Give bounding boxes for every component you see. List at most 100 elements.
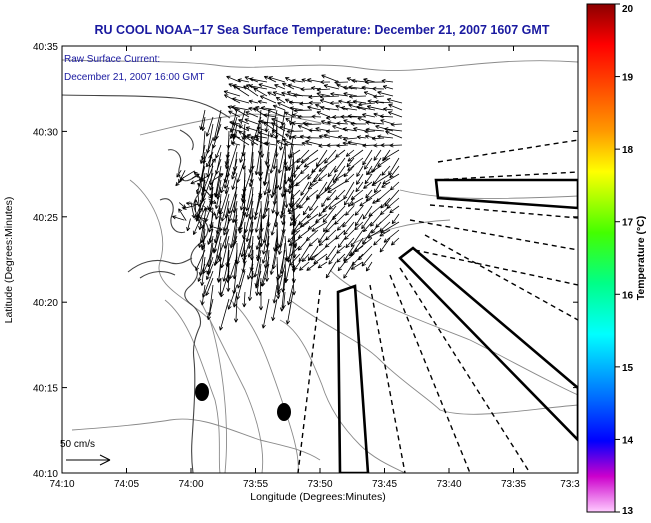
current-vector (327, 181, 337, 190)
current-vector (300, 87, 313, 92)
current-vector (356, 165, 364, 177)
current-vector (281, 291, 286, 309)
current-vector (374, 181, 382, 194)
current-vector (367, 229, 382, 239)
current-vector (300, 181, 310, 196)
current-vector (343, 261, 355, 279)
current-vector (354, 221, 364, 231)
current-vector (267, 91, 277, 97)
current-vector (292, 113, 304, 118)
current-vector (228, 110, 241, 118)
current-vector (258, 83, 277, 90)
x-axis-label: Longitude (Degrees:Minutes) (250, 491, 385, 503)
colorbar-ticks: 20 19 18 17 16 15 14 13 (615, 3, 634, 517)
current-vector (371, 173, 391, 186)
current-vector (308, 128, 322, 133)
current-vector (288, 149, 301, 158)
current-vector (231, 105, 250, 111)
current-vector (343, 119, 358, 125)
current-vector (263, 75, 277, 83)
x-tick-label: 73:55 (243, 479, 268, 490)
current-vector (248, 84, 268, 90)
current-vector (361, 213, 373, 230)
current-vector (348, 94, 367, 99)
current-vector (364, 173, 373, 185)
current-vector (220, 193, 230, 222)
current-vector (205, 116, 214, 137)
current-vector (236, 270, 246, 300)
current-vector (272, 104, 286, 111)
current-vector (371, 221, 382, 234)
current-vector (305, 139, 322, 146)
colorbar-tick-label: 18 (622, 145, 634, 156)
current-vector (319, 99, 331, 104)
current-vector (323, 133, 340, 139)
colorbar-tick-label: 13 (622, 506, 634, 517)
current-vector (228, 256, 238, 280)
current-vector (350, 261, 364, 270)
current-vector (277, 144, 286, 174)
current-vector (330, 92, 349, 97)
current-vector (377, 90, 394, 97)
current-vector (245, 126, 259, 132)
current-vector (311, 221, 328, 232)
current-vector (318, 134, 331, 139)
current-vector (207, 214, 214, 233)
current-vector (178, 170, 186, 184)
current-vector (231, 165, 238, 180)
current-vector (381, 165, 391, 176)
current-vector (345, 205, 355, 216)
current-vector (334, 157, 346, 173)
current-vector (350, 197, 364, 206)
current-vector (343, 221, 355, 236)
current-vector (209, 158, 216, 168)
current-vector (336, 221, 346, 231)
current-vector (205, 263, 214, 280)
current-vector (311, 114, 322, 119)
current-vector (204, 188, 213, 199)
current-vector (373, 149, 382, 161)
current-vector (335, 149, 346, 158)
current-vector (285, 157, 301, 171)
current-vector (389, 205, 400, 214)
current-vector (380, 197, 391, 209)
current-vector (253, 87, 268, 97)
current-vector (198, 220, 203, 231)
colorbar-tick-label: 15 (622, 363, 634, 374)
current-vector (308, 94, 322, 99)
current-vector (272, 179, 278, 196)
current-vector (362, 149, 373, 166)
current-vector (271, 298, 278, 322)
current-vector (309, 173, 319, 187)
current-vector (334, 173, 346, 181)
current-vector (269, 242, 278, 275)
current-vector (284, 133, 295, 139)
current-vector (287, 83, 304, 90)
current-vector (287, 229, 301, 243)
current-vector (254, 193, 262, 216)
current-vector (362, 143, 376, 148)
current-vector (317, 261, 328, 269)
current-vector (293, 108, 313, 113)
current-vector (206, 298, 214, 321)
current-vector (342, 136, 358, 142)
current-vector (231, 130, 238, 145)
current-vector (201, 116, 206, 132)
current-vector (197, 263, 206, 282)
current-vector (245, 111, 259, 118)
current-vector (289, 106, 304, 111)
current-vector (242, 291, 247, 308)
current-vector (278, 158, 286, 191)
current-vector (269, 144, 278, 174)
current-vector (254, 207, 262, 233)
annotation-line1: Raw Surface Current: (64, 54, 160, 65)
current-vector (350, 229, 364, 248)
current-vector (343, 189, 355, 206)
x-tick-label: 73:3 (560, 479, 580, 490)
x-tick-label: 73:40 (436, 479, 461, 490)
current-vector (343, 92, 358, 97)
current-vector (374, 99, 394, 105)
current-vector (382, 173, 400, 185)
current-vector (381, 78, 394, 84)
x-tick-label: 73:45 (372, 479, 397, 490)
